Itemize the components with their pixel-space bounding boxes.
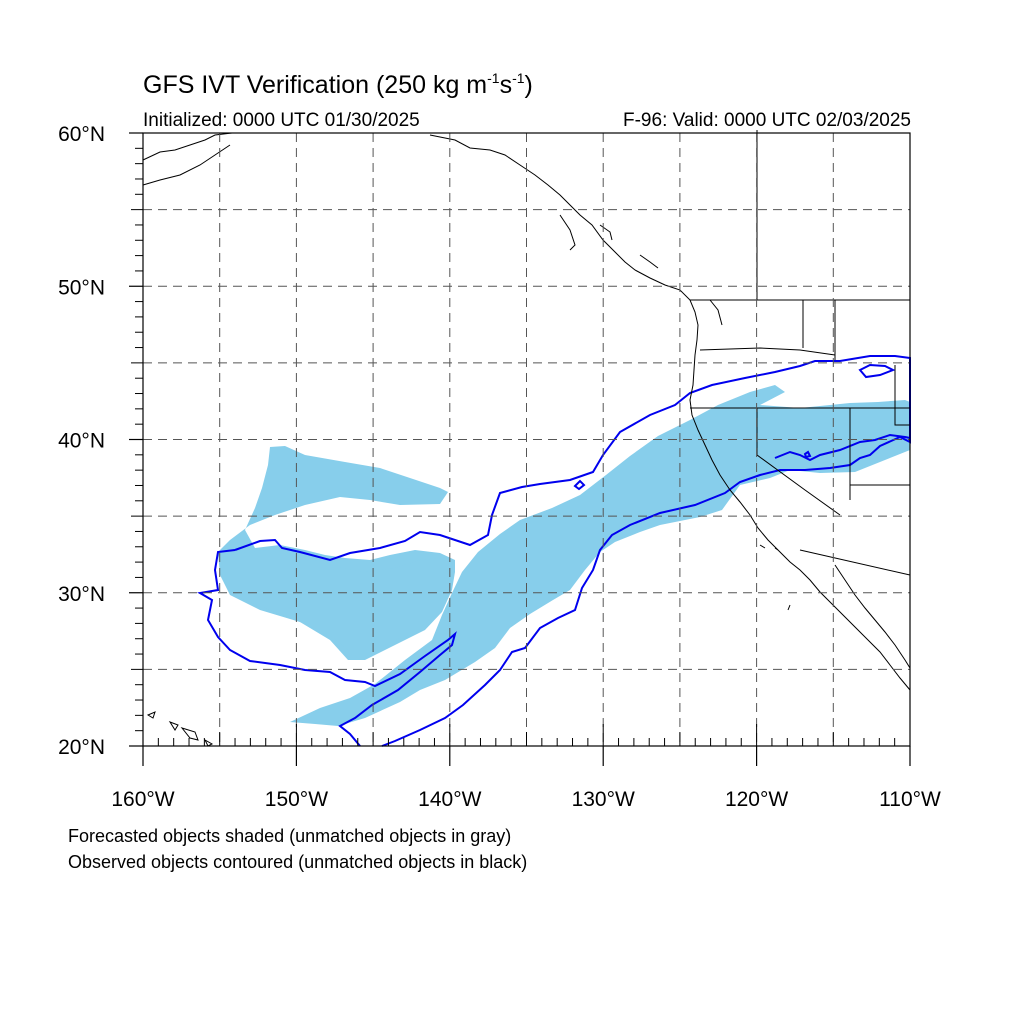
lon-tick-label: 160°W (111, 788, 174, 811)
lat-tick-label: 50°N (58, 276, 105, 299)
observed-objects (197, 355, 911, 747)
observed-contour-main (234, 355, 911, 747)
lon-tick-label: 140°W (418, 788, 481, 811)
observed-contour-small-2 (858, 363, 896, 379)
lat-tick-label: 30°N (58, 583, 105, 606)
legend-forecast-note: Forecasted objects shaded (unmatched obj… (68, 826, 512, 846)
lat-tick-label: 20°N (58, 736, 105, 759)
lon-tick-label: 150°W (265, 788, 328, 811)
lat-tick-label: 40°N (58, 430, 105, 453)
forecast-object-main-plume (290, 385, 910, 726)
observed-contour-east-band (774, 433, 911, 462)
initialized-label: Initialized: 0000 UTC 01/30/2025 (143, 110, 420, 131)
coastline-baja-inner (834, 564, 911, 669)
coastline-hawaii (146, 711, 214, 747)
forecast-objects (218, 385, 910, 726)
axes: 160°W 150°W 140°W 130°W 120°W 110°W 20°N 30°N 40… (58, 123, 941, 811)
observed-contour-small-3 (803, 450, 812, 459)
lon-tick-label: 110°W (879, 788, 941, 811)
legend-observed-note: Observed objects contoured (unmatched ob… (68, 852, 528, 872)
valid-time-label: F-96: Valid: 0000 UTC 02/03/2025 (623, 110, 911, 131)
forecast-object-west-blob-lower (218, 550, 452, 652)
coastline-islands-bc (559, 214, 723, 326)
observed-contour-west-loop (197, 549, 457, 747)
coastline-alaska-west (142, 132, 233, 186)
map-title: GFS IVT Verification (250 kg m-1s-1) (143, 70, 533, 99)
lon-tick-label: 120°W (725, 788, 788, 811)
lon-tick-label: 130°W (572, 788, 635, 811)
lat-tick-label: 60°N (58, 123, 105, 146)
coastline-north-america (429, 134, 911, 691)
observed-contour-small-1 (573, 479, 586, 491)
coastline-mexico-islands (759, 544, 791, 611)
gridlines (143, 133, 910, 746)
